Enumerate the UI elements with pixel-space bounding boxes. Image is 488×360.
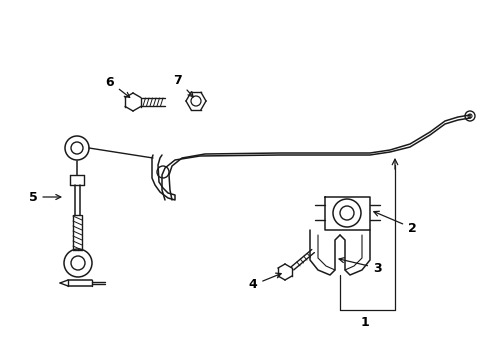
- Text: 5: 5: [29, 190, 61, 203]
- Text: 4: 4: [248, 273, 281, 292]
- Text: 3: 3: [338, 258, 381, 274]
- Text: 1: 1: [360, 315, 368, 328]
- Text: 6: 6: [105, 76, 129, 98]
- Text: 2: 2: [373, 211, 416, 234]
- Text: 7: 7: [173, 73, 193, 97]
